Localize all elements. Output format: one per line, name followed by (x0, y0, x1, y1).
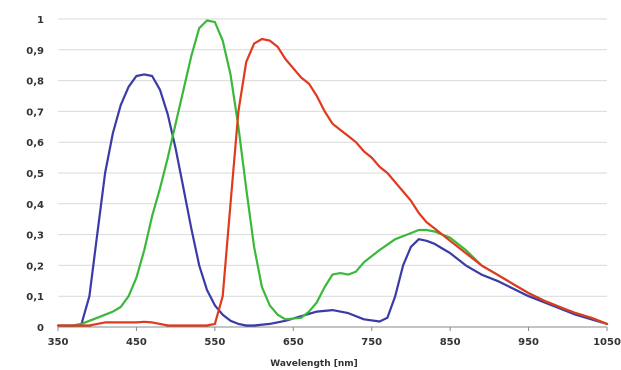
y-tick-label: 0,9 (26, 46, 44, 57)
series-line-3 (56, 37, 609, 327)
y-tick-label: 0,2 (26, 261, 44, 272)
y-tick-label: 1 (37, 15, 44, 26)
x-tick-label: 550 (204, 337, 225, 348)
y-tick-label: 0 (37, 323, 44, 334)
x-axis-label: Wavelength [nm] (270, 359, 358, 369)
x-tick-label: 950 (518, 337, 539, 348)
x-tick-label: 750 (361, 337, 382, 348)
y-tick-label: 0,6 (26, 138, 44, 149)
y-tick-label: 0,5 (26, 169, 44, 180)
x-tick-labels: 350 450 550 650 750 850 950 1050 (48, 337, 621, 348)
x-tick-label: 850 (440, 337, 461, 348)
y-tick-label: 0,1 (26, 292, 44, 303)
y-tick-labels: 0 0,1 0,2 0,3 0,4 0,5 0,6 0,7 0,8 0,9 1 (26, 15, 44, 334)
grid-lines (58, 18, 607, 297)
series-line-2 (56, 19, 609, 327)
x-tick-label: 350 (48, 337, 69, 348)
x-tick-label: 1050 (593, 337, 621, 348)
series-lines (56, 19, 609, 327)
y-tick-label: 0,3 (26, 231, 44, 242)
y-tick-label: 0,8 (26, 77, 44, 88)
axes (57, 326, 608, 331)
x-tick-label: 450 (126, 337, 147, 348)
y-tick-label: 0,7 (26, 107, 44, 118)
series-line-1 (56, 73, 609, 327)
y-tick-label: 0,4 (26, 200, 44, 211)
x-tick-label: 650 (283, 337, 304, 348)
